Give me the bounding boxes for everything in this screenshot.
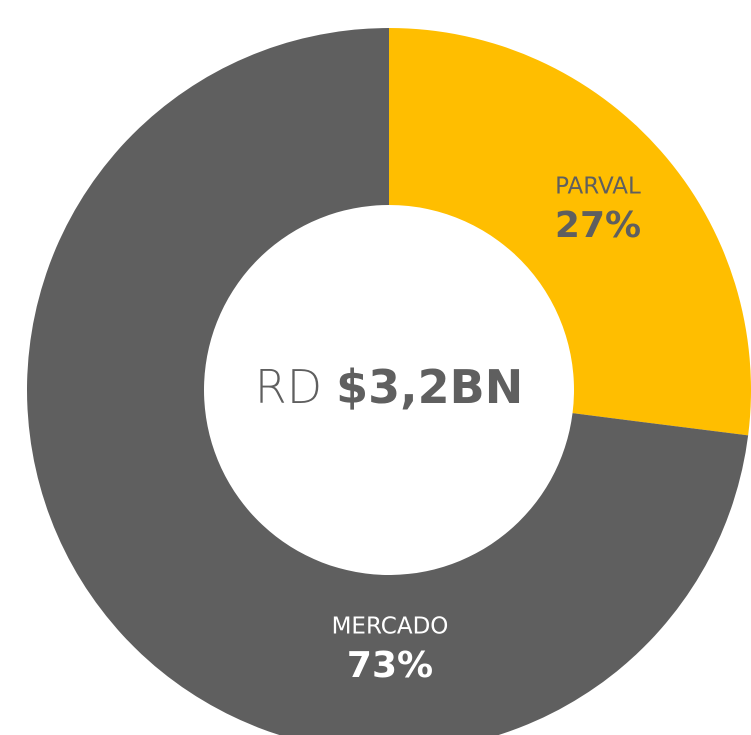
slice — [389, 28, 751, 436]
slice-value-label: 73% — [347, 645, 433, 686]
slices — [27, 28, 751, 735]
center-prefix: RD — [255, 360, 322, 414]
slice-category: PARVAL — [555, 174, 641, 200]
center-value: $3,2BN — [336, 360, 523, 414]
center-label: RD $3,2BN — [255, 360, 523, 414]
slice-category: MERCADO — [332, 614, 449, 640]
slice-value-label: 27% — [555, 205, 641, 246]
slice — [27, 28, 749, 735]
